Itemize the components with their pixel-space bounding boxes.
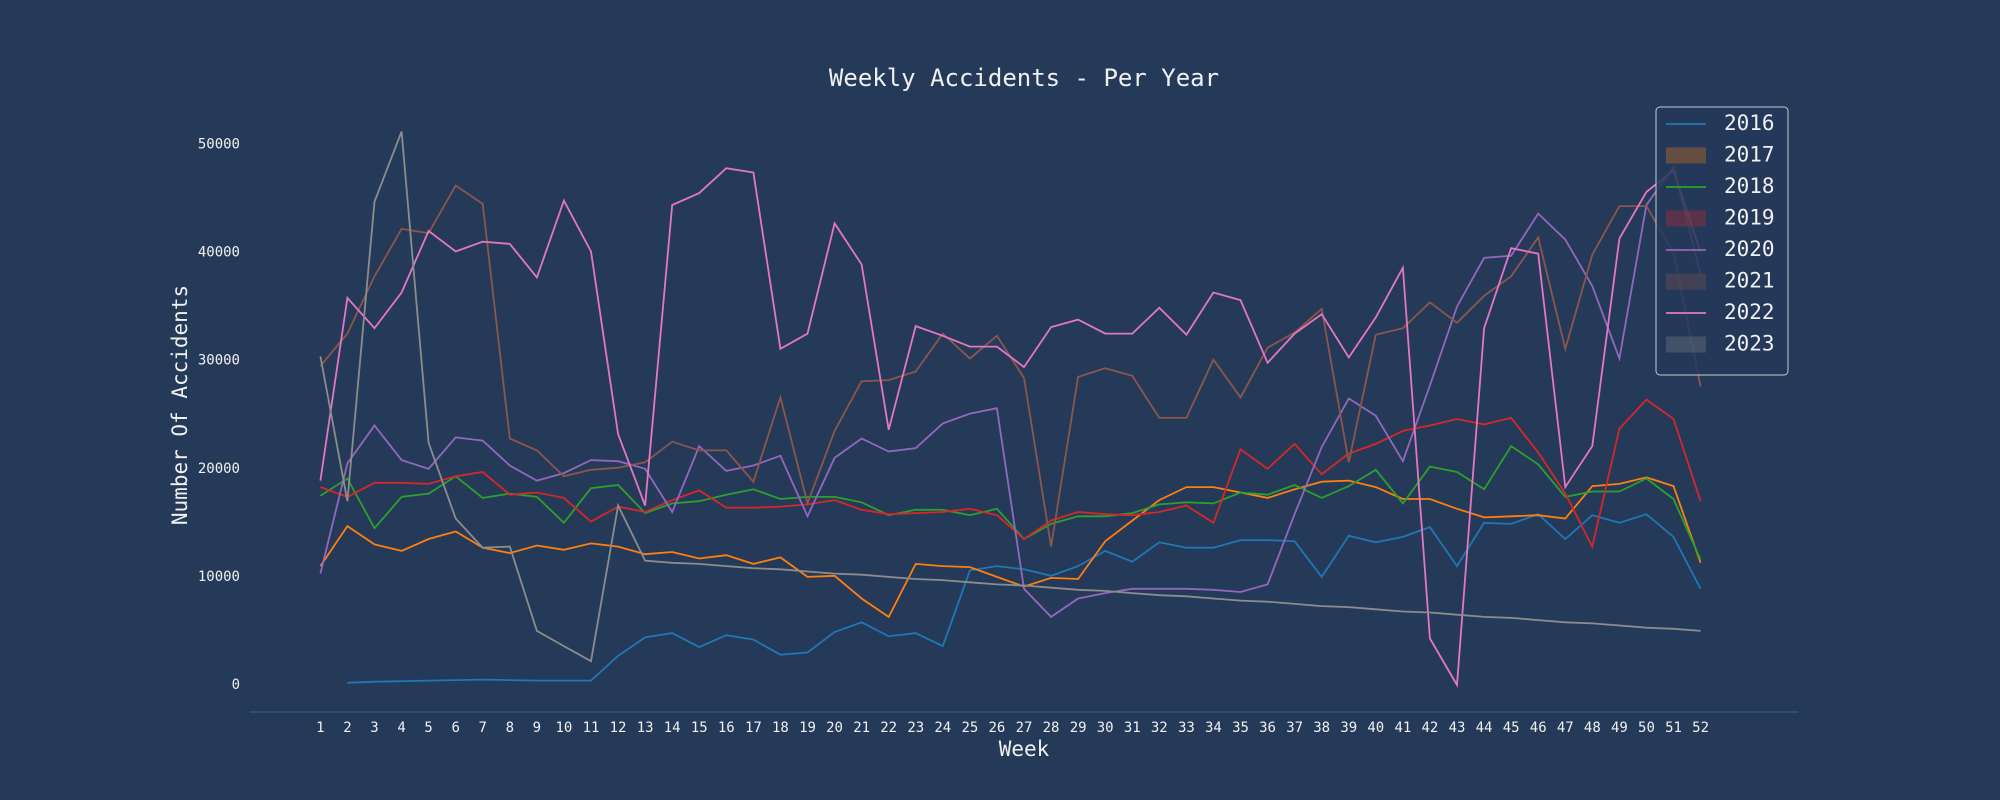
x-tick-label: 36 [1259,720,1276,736]
x-tick-label: 42 [1422,720,1439,736]
x-tick-label: 19 [799,720,816,736]
x-tick-label: 41 [1394,720,1411,736]
x-tick-label: 2 [343,720,351,736]
legend-label: 2020 [1724,237,1775,261]
x-tick-label: 27 [1016,720,1033,736]
x-tick-label: 43 [1449,720,1466,736]
legend-swatch [1666,147,1706,164]
x-tick-label: 14 [664,720,681,736]
x-tick-label: 37 [1286,720,1303,736]
x-tick-label: 23 [907,720,924,736]
y-tick-label: 20000 [198,461,240,477]
x-tick-label: 30 [1097,720,1114,736]
x-tick-label: 52 [1692,720,1709,736]
y-tick-label: 50000 [198,136,240,152]
x-tick-label: 32 [1151,720,1168,736]
series-line [319,164,1702,619]
series-line [347,513,1702,684]
series-line [319,167,1702,688]
x-tick-label: 15 [691,720,708,736]
x-tick-label: 46 [1530,720,1547,736]
x-tick-label: 44 [1476,720,1493,736]
y-tick-label: 10000 [198,569,240,585]
legend-label: 2016 [1724,111,1775,135]
y-axis-label: Number Of Accidents [168,285,192,525]
x-tick-label: 16 [718,720,735,736]
x-tick-label: 48 [1584,720,1601,736]
x-tick-label: 1 [316,720,324,736]
y-tick-label: 40000 [198,245,240,261]
x-tick-label: 31 [1124,720,1141,736]
x-axis-label: Week [999,737,1050,761]
series-line [319,131,1701,663]
legend: 2016 2017 2018 2019 2020 2021 2022 2023 [1655,106,1789,376]
x-tick-label: 7 [479,720,487,736]
x-tick-label: 8 [506,720,514,736]
x-tick-label: 6 [451,720,459,736]
legend-label: 2022 [1724,300,1775,324]
x-tick-label: 10 [556,720,573,736]
legend-box [1655,106,1789,376]
x-tick-label: 35 [1232,720,1249,736]
series-line [319,444,1702,560]
legend-label: 2017 [1724,143,1775,167]
x-tick-label: 51 [1665,720,1682,736]
legend-swatch [1666,273,1706,290]
legend-label: 2021 [1724,269,1775,293]
x-tick-label: 49 [1611,720,1628,736]
chart-title: Weekly Accidents - Per Year [829,64,1219,92]
x-tick-label: 9 [533,720,541,736]
x-tick-label: 12 [610,720,627,736]
x-tick-label: 50 [1638,720,1655,736]
x-tick-label: 17 [745,720,762,736]
x-tick-label: 20 [826,720,843,736]
x-tick-label: 28 [1043,720,1060,736]
x-tick-label: 38 [1313,720,1330,736]
x-tick-label: 21 [853,720,870,736]
x-tick-label: 47 [1557,720,1574,736]
x-tick-label: 33 [1178,720,1195,736]
legend-label: 2023 [1724,332,1775,356]
x-tick-label: 45 [1503,720,1520,736]
x-tick-label: 24 [934,720,951,736]
x-tick-label: 29 [1070,720,1087,736]
x-tick-label: 18 [772,720,789,736]
legend-label: 2018 [1724,174,1775,198]
x-tick-label: 5 [424,720,432,736]
x-tick-label: 22 [880,720,897,736]
legend-label: 2019 [1724,206,1775,230]
y-tick-label: 0 [232,677,240,693]
x-tick-label: 39 [1340,720,1357,736]
x-tick-label: 4 [397,720,405,736]
x-tick-label: 40 [1367,720,1384,736]
series-line [320,398,1702,550]
x-tick-label: 11 [583,720,600,736]
x-tick-label: 25 [961,720,978,736]
x-tick-label: 13 [637,720,654,736]
legend-swatch [1666,336,1706,353]
y-tick-label: 30000 [198,353,240,369]
x-tick-label: 34 [1205,720,1222,736]
legend-swatch [1666,210,1706,227]
x-tick-label: 3 [370,720,378,736]
x-tick-label: 26 [989,720,1006,736]
